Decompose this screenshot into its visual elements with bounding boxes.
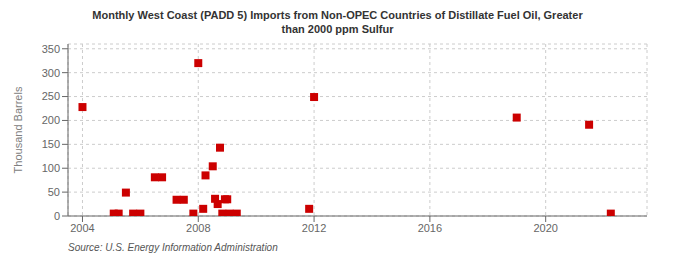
html-text:than 2000 ppm Sulfur: than 2000 ppm Sulfur	[281, 23, 394, 35]
svg-text:2008: 2008	[186, 222, 210, 234]
svg-text:2020: 2020	[533, 222, 557, 234]
svg-text:200: 200	[42, 114, 60, 126]
svg-text:150: 150	[42, 138, 60, 150]
svg-text:100: 100	[42, 162, 60, 174]
svg-text:350: 350	[42, 43, 60, 55]
svg-text:2004: 2004	[70, 222, 94, 234]
svg-text:300: 300	[42, 67, 60, 79]
svg-text:0: 0	[54, 210, 60, 222]
svg-text:2016: 2016	[418, 222, 442, 234]
svg-text:50: 50	[48, 186, 60, 198]
html-text:Source: U.S. Energy Informatio: Source: U.S. Energy Information Administ…	[68, 242, 278, 253]
html-text:Monthly West Coast (PADD 5) Im: Monthly West Coast (PADD 5) Imports from…	[92, 9, 583, 21]
svg-text:Thousand Barrels: Thousand Barrels	[12, 86, 24, 173]
svg-text:2012: 2012	[302, 222, 326, 234]
svg-text:250: 250	[42, 90, 60, 102]
